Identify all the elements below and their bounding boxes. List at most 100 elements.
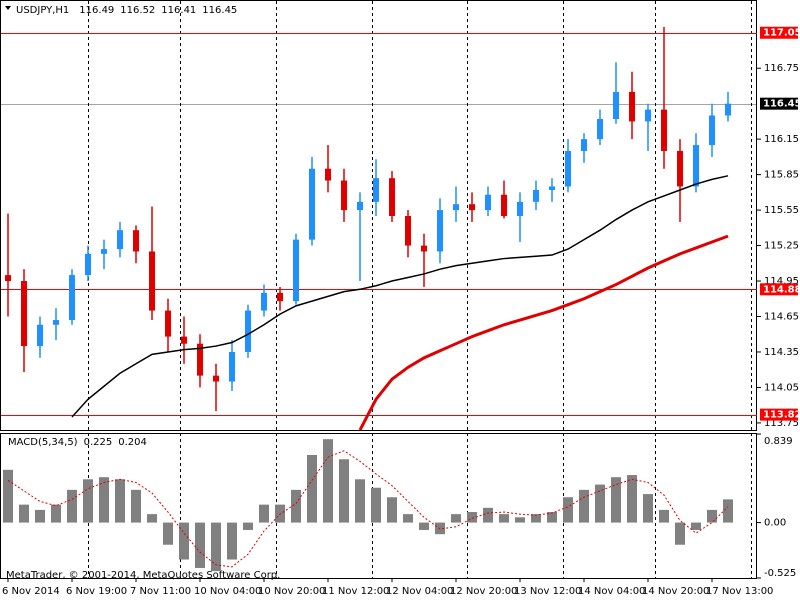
macd-bar (307, 455, 317, 523)
candle-body (661, 109, 667, 151)
candle-body (165, 310, 171, 337)
macd-bar (691, 522, 701, 530)
price-label: 116.45 (763, 99, 800, 110)
candle-body (245, 310, 251, 352)
price-label: 114.88 (763, 284, 800, 295)
x-tick-label: 12 Nov 20:00 (450, 586, 517, 597)
candle-body (197, 343, 203, 376)
x-tick-label: 10 Nov 04:00 (194, 586, 261, 597)
macd-bar (51, 504, 61, 523)
macd-bar (99, 477, 109, 523)
macd-bar (611, 477, 621, 523)
macd-bar (515, 517, 525, 523)
macd-bar (451, 514, 461, 523)
macd-current: 0.225 (84, 437, 113, 448)
candle-body (421, 245, 427, 252)
ohlc-value: 116.41 (161, 5, 196, 16)
candle-body (53, 320, 59, 325)
macd-bar (115, 479, 125, 523)
candle-body (117, 230, 123, 250)
candle-body (405, 216, 411, 246)
candle-body (5, 275, 11, 282)
y-tick-label: 116.15 (764, 134, 799, 145)
macd-bar (259, 504, 269, 523)
candle-body (501, 194, 507, 216)
y-tick-label: 114.95 (764, 276, 799, 287)
x-tick-label: 7 Nov 11:00 (130, 586, 191, 597)
macd-bar (67, 489, 77, 523)
candle-body (693, 145, 699, 187)
y-tick-label: 115.55 (764, 205, 799, 216)
macd-bar (83, 479, 93, 523)
macd-bar (147, 514, 157, 523)
symbol-title: USDJPY,H1 (16, 5, 69, 16)
x-tick-label: 6 Nov 19:00 (66, 586, 127, 597)
macd-bar (467, 512, 477, 523)
macd-bar (3, 469, 13, 523)
moving-average (71, 175, 729, 418)
macd-bar (339, 459, 349, 523)
macd-signal (7, 450, 729, 568)
y-tick-label: 0.00 (764, 518, 786, 529)
candle-body (21, 281, 27, 347)
macd-bar (579, 489, 589, 523)
dropdown-arrow (5, 6, 11, 10)
candle-body (101, 249, 107, 254)
macd-bar (243, 522, 253, 530)
y-tick-label: -0.525 (764, 568, 796, 579)
y-tick-label: 114.05 (764, 382, 799, 393)
candle-body (213, 375, 219, 382)
macd-bar (675, 522, 685, 545)
candle-body (597, 119, 603, 140)
candle-body (229, 351, 235, 382)
price-label-box (760, 408, 798, 421)
candle-body (341, 180, 347, 211)
macd-bar (19, 504, 29, 523)
candle-body (709, 115, 715, 146)
macd-bar (163, 522, 173, 545)
candle-body (485, 194, 491, 211)
macd-bar (659, 509, 669, 523)
y-tick-label: 113.75 (764, 418, 799, 429)
y-tick-label: 116.75 (764, 63, 799, 74)
candle-body (453, 204, 459, 211)
candle-body (293, 239, 299, 302)
macd-bar (499, 514, 509, 523)
candle-body (613, 91, 619, 120)
ohlc-value: 116.49 (79, 5, 114, 16)
ohlc-value: 116.45 (202, 5, 237, 16)
candle-body (357, 201, 363, 211)
price-label-box (760, 26, 798, 39)
x-tick-label: 10 Nov 20:00 (258, 586, 325, 597)
candle-body (629, 91, 635, 122)
macd-bar (387, 497, 397, 523)
candle-body (469, 204, 475, 211)
candle-body (277, 292, 283, 302)
ohlc-value: 116.52 (120, 5, 155, 16)
candle-body (309, 168, 315, 240)
macd-bar (35, 509, 45, 523)
candle-body (437, 210, 443, 252)
y-tick-label: 114.35 (764, 347, 799, 358)
candle-body (645, 109, 651, 122)
macd-bar (179, 522, 189, 560)
candle-body (565, 150, 571, 187)
macd-current: 0.204 (118, 437, 147, 448)
price-label: 117.05 (763, 28, 800, 39)
macd-plot (3, 439, 733, 572)
macd-bar (371, 487, 381, 523)
macd-bar (707, 509, 717, 523)
candle-body (373, 178, 379, 202)
candle-body (133, 230, 139, 252)
macd-bar (483, 507, 493, 523)
macd-bar (195, 522, 205, 568)
macd-panel-border (0, 433, 757, 579)
x-tick-label: 11 Nov 12:00 (322, 586, 389, 597)
macd-bar (323, 439, 333, 523)
x-tick-label: 14 Nov 20:00 (642, 586, 709, 597)
macd-bar (211, 522, 221, 572)
price-label-box (760, 283, 798, 296)
x-tick-label: 12 Nov 04:00 (386, 586, 453, 597)
